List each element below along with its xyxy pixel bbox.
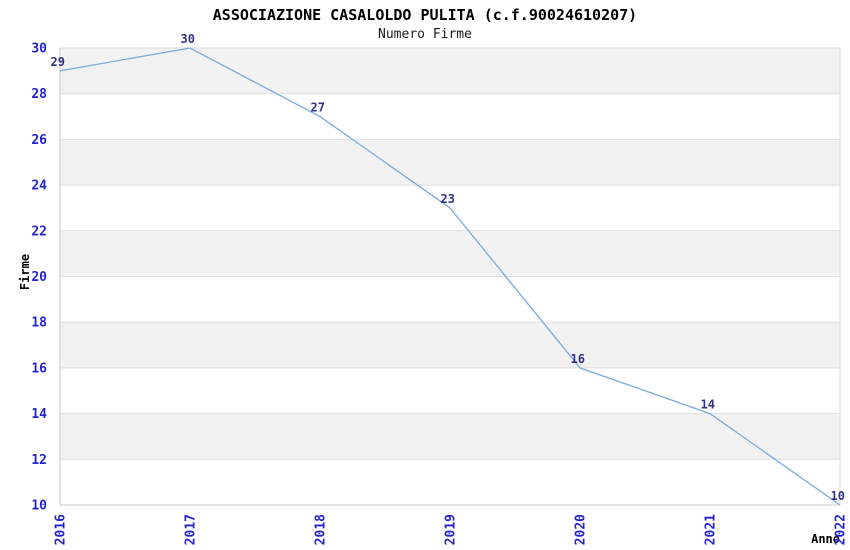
- grid-band: [60, 48, 840, 94]
- data-label: 23: [441, 192, 455, 206]
- x-tick-label: 2022: [834, 514, 849, 545]
- y-tick-label: 28: [31, 87, 47, 102]
- y-tick-label: 22: [31, 224, 47, 239]
- x-axis-label: Anno: [811, 532, 840, 546]
- series-line: [59, 47, 841, 506]
- y-tick-label: 16: [31, 361, 47, 376]
- data-label: 29: [51, 55, 65, 69]
- chart-subtitle: Numero Firme: [378, 27, 472, 42]
- y-tick-label: 26: [31, 133, 47, 148]
- data-label: 10: [831, 489, 845, 503]
- grid-band: [60, 230, 840, 277]
- x-tick-label: 2018: [314, 514, 329, 545]
- data-label: 14: [701, 398, 715, 412]
- grid-band: [60, 139, 840, 186]
- y-tick-label: 30: [31, 42, 47, 57]
- data-label: 16: [571, 352, 585, 366]
- grid-band: [60, 413, 840, 460]
- x-tick-label: 2019: [444, 514, 459, 545]
- y-tick-label: 10: [31, 499, 47, 514]
- y-tick-label: 12: [31, 453, 47, 468]
- data-label: 30: [181, 32, 195, 46]
- y-tick-label: 20: [31, 270, 47, 285]
- x-tick-label: 2017: [184, 514, 199, 545]
- y-tick-label: 24: [31, 179, 47, 194]
- x-tick-label: 2016: [54, 514, 69, 545]
- chart-title: ASSOCIAZIONE CASALOLDO PULITA (c.f.90024…: [212, 6, 638, 24]
- grid-band: [60, 322, 840, 368]
- data-label: 27: [311, 101, 325, 115]
- x-tick-label: 2021: [704, 514, 719, 545]
- x-tick-label: 2020: [574, 514, 589, 545]
- y-tick-label: 14: [31, 407, 47, 422]
- y-tick-label: 18: [31, 316, 47, 331]
